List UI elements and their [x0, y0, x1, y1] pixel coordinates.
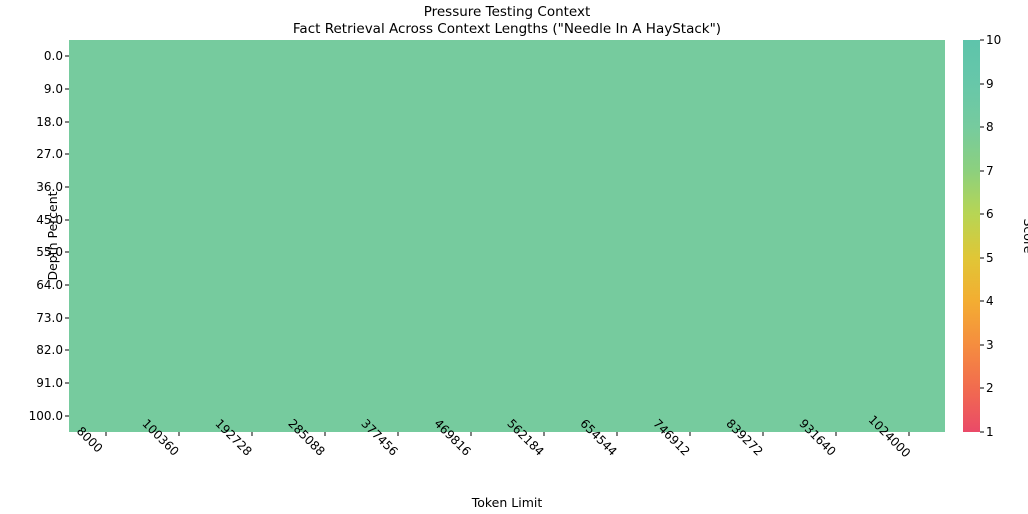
ytick-mark: [65, 187, 69, 188]
colorbar-tick-label: 9: [980, 77, 994, 91]
y-axis-label: Depth Percent: [45, 191, 60, 280]
heatmap-chart: Pressure Testing Context Fact Retrieval …: [0, 0, 1028, 514]
ytick-label: 82.0: [36, 343, 63, 357]
ytick-label: 0.0: [44, 49, 63, 63]
colorbar-tick-label: 4: [980, 294, 994, 308]
x-axis-label: Token Limit: [69, 495, 945, 510]
colorbar-tick-label: 2: [980, 381, 994, 395]
colorbar-tick-label: 6: [980, 207, 994, 221]
colorbar-gradient: [963, 40, 980, 432]
ytick-mark: [65, 89, 69, 90]
colorbar-tick-label: 1: [980, 425, 994, 439]
ytick-label: 73.0: [36, 311, 63, 325]
ytick-mark: [65, 252, 69, 253]
ytick-mark: [65, 383, 69, 384]
ytick-mark: [65, 56, 69, 57]
ytick-mark: [65, 415, 69, 416]
ytick-mark: [65, 121, 69, 122]
ytick-mark: [65, 219, 69, 220]
colorbar-tick-label: 7: [980, 164, 994, 178]
plot-area: 0.09.018.027.036.045.055.064.073.082.091…: [69, 40, 945, 432]
ytick-label: 36.0: [36, 180, 63, 194]
ytick-label: 55.0: [36, 245, 63, 259]
chart-title-line1: Pressure Testing Context: [69, 4, 945, 20]
ytick-label: 18.0: [36, 115, 63, 129]
ytick-mark: [65, 317, 69, 318]
colorbar: Score 12345678910: [963, 40, 1023, 432]
ytick-label: 91.0: [36, 376, 63, 390]
ytick-label: 27.0: [36, 147, 63, 161]
ytick-label: 45.0: [36, 213, 63, 227]
ytick-mark: [65, 285, 69, 286]
colorbar-tick-label: 5: [980, 251, 994, 265]
colorbar-tick-label: 8: [980, 120, 994, 134]
ytick-mark: [65, 154, 69, 155]
colorbar-label: Score: [1021, 218, 1028, 253]
chart-title-line2: Fact Retrieval Across Context Lengths ("…: [69, 21, 945, 37]
colorbar-tick-label: 10: [980, 33, 1001, 47]
heatmap-fill: [69, 40, 945, 432]
ytick-label: 9.0: [44, 82, 63, 96]
ytick-label: 64.0: [36, 278, 63, 292]
ytick-mark: [65, 350, 69, 351]
colorbar-tick-label: 3: [980, 338, 994, 352]
ytick-label: 100.0: [29, 409, 63, 423]
